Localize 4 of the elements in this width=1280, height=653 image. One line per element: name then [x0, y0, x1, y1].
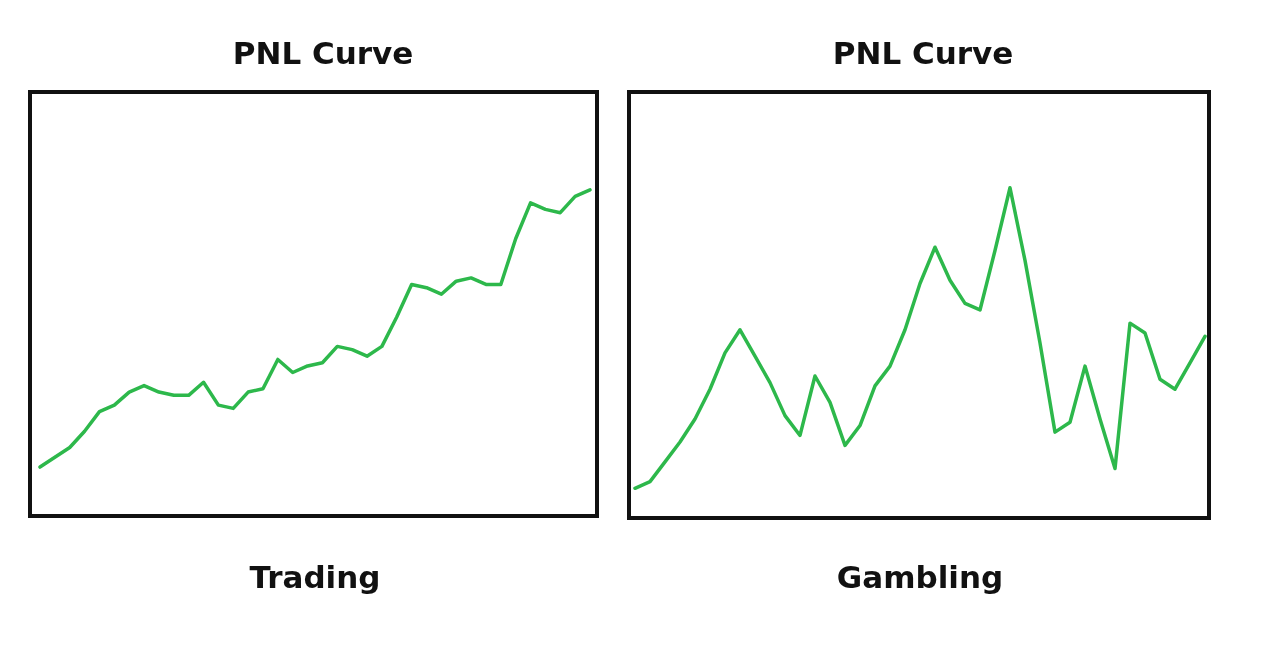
x-axis-title: Gambling	[836, 558, 1004, 595]
x-axis-title: Trading	[249, 558, 381, 595]
chart-title: PNL Curve	[832, 34, 1014, 71]
chart-title: PNL Curve	[232, 34, 414, 71]
